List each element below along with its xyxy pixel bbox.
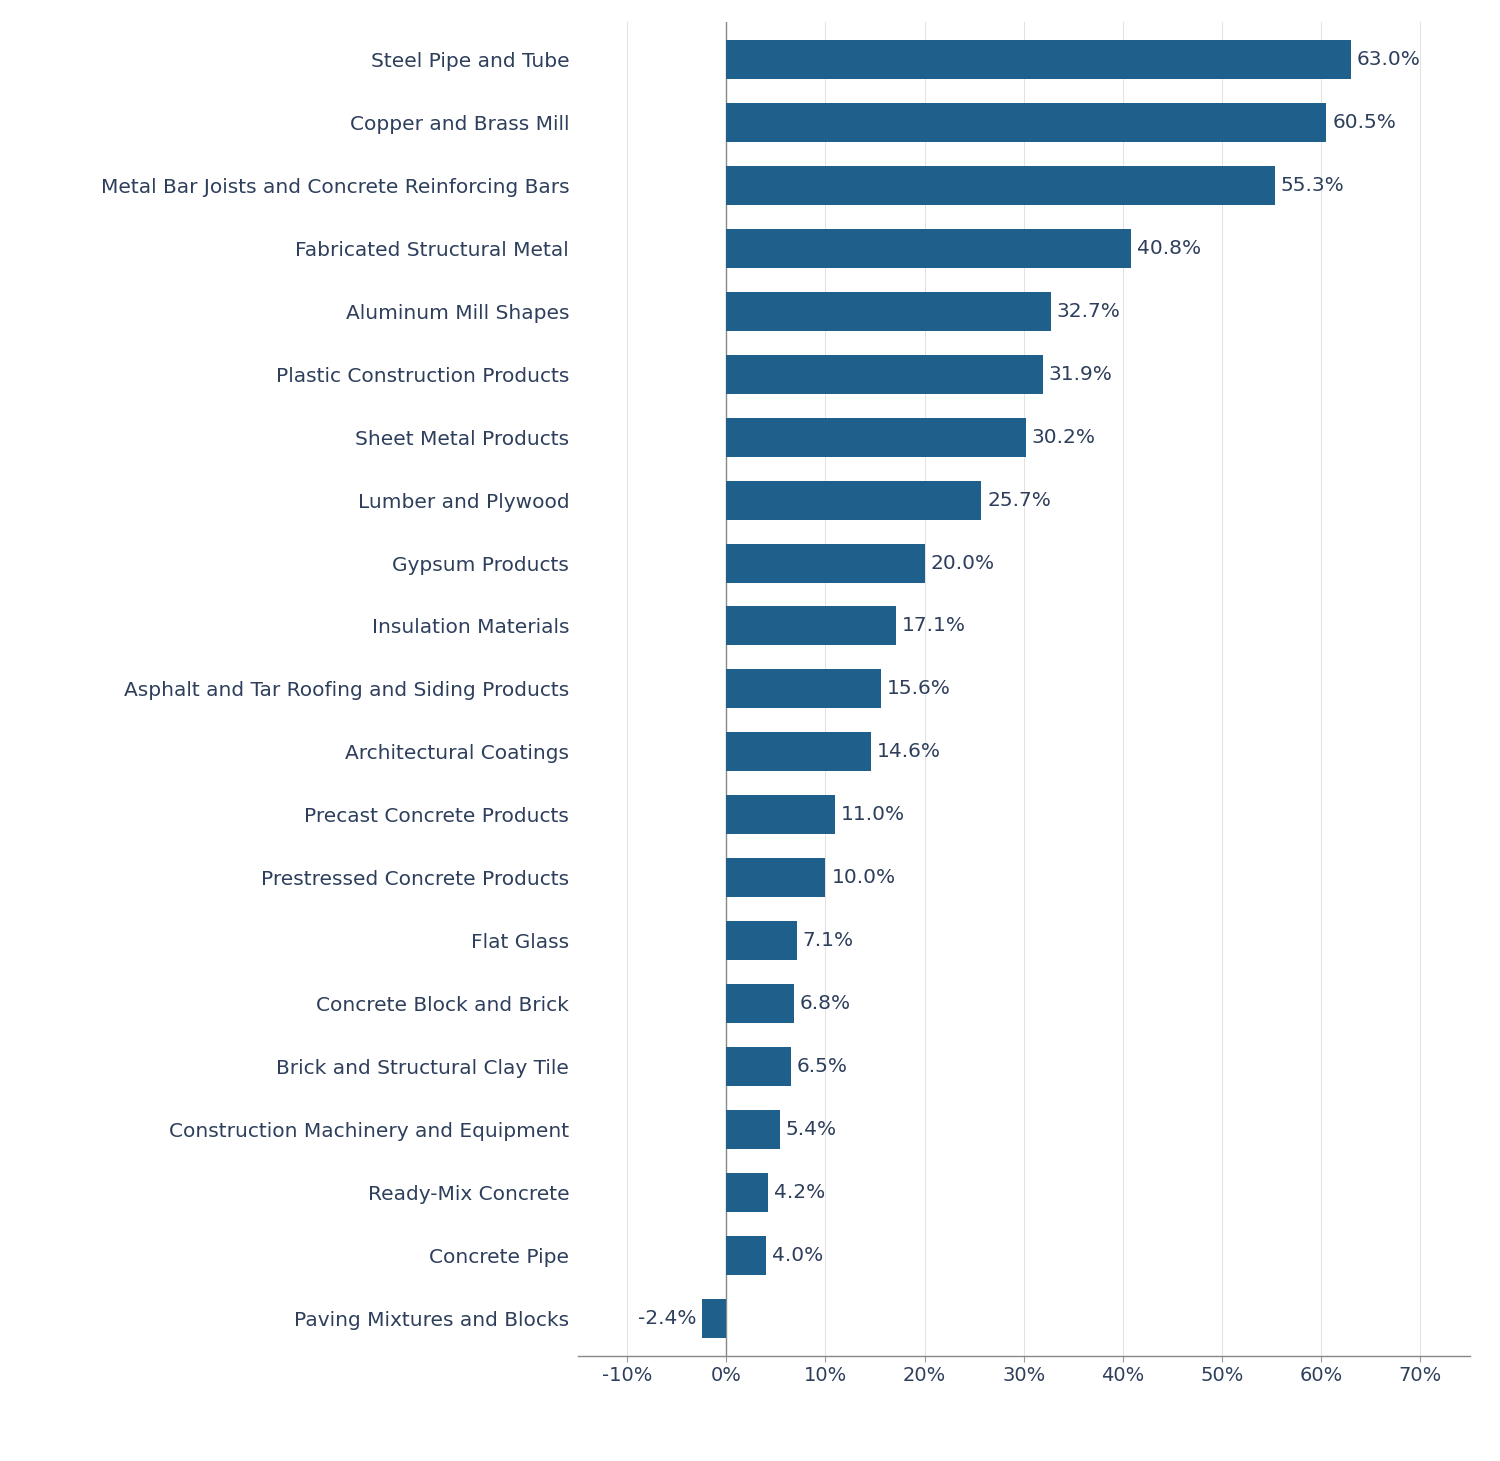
Text: 30.2%: 30.2% [1032,428,1095,447]
Bar [726,543,924,583]
Text: -2.4%: -2.4% [638,1309,696,1328]
Bar [726,920,796,960]
Text: 15.6%: 15.6% [886,679,951,698]
Text: 11.0%: 11.0% [842,805,906,824]
Bar [726,229,1131,267]
Bar [726,167,1275,205]
Bar [726,481,981,520]
Text: 6.5%: 6.5% [796,1056,847,1075]
Bar [726,669,880,709]
Bar [726,606,896,646]
Bar [726,1048,790,1086]
Bar [726,39,1352,79]
Text: 40.8%: 40.8% [1137,240,1202,259]
Bar [702,1299,726,1338]
Text: 5.4%: 5.4% [786,1119,837,1138]
Bar [726,104,1326,142]
Text: 31.9%: 31.9% [1048,365,1113,384]
Bar [726,858,825,897]
Text: 14.6%: 14.6% [878,742,940,761]
Text: 63.0%: 63.0% [1358,50,1420,69]
Text: 25.7%: 25.7% [987,491,1052,510]
Bar [726,418,1026,457]
Text: 55.3%: 55.3% [1281,175,1344,194]
Bar [726,983,794,1023]
Text: 7.1%: 7.1% [802,931,853,950]
Text: 4.2%: 4.2% [774,1183,825,1202]
Bar [726,732,872,771]
Text: 6.8%: 6.8% [800,993,850,1012]
Text: 20.0%: 20.0% [930,554,994,573]
Text: 60.5%: 60.5% [1332,112,1396,131]
Bar [726,1173,768,1211]
Bar [726,292,1050,330]
Text: 32.7%: 32.7% [1056,302,1120,321]
Bar [726,1236,766,1274]
Bar [726,1110,780,1148]
Bar [726,355,1042,394]
Text: 10.0%: 10.0% [831,868,896,887]
Bar [726,795,836,834]
Text: 4.0%: 4.0% [772,1246,824,1265]
Text: 17.1%: 17.1% [902,617,966,636]
